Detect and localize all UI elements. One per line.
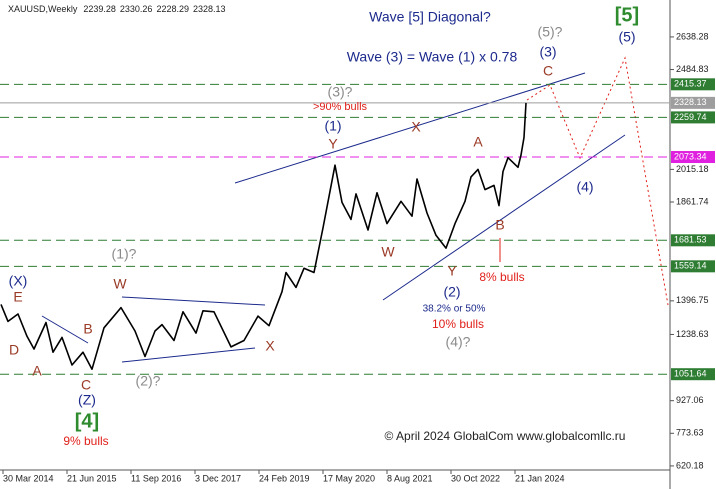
price-level-box <box>671 96 715 109</box>
price-level-label: 2073.34 <box>674 151 707 161</box>
trendline <box>234 72 586 184</box>
wave-label: (2) <box>443 284 460 300</box>
trendline <box>41 315 89 344</box>
wave-label: 38.2% or 50% <box>423 304 486 315</box>
wave-label: (2)? <box>136 373 161 389</box>
wave-label: (3)? <box>328 84 353 100</box>
y-tick-label: 773.63 <box>676 428 704 438</box>
wave-label: (1)? <box>112 246 137 262</box>
x-tick-label: 30 Oct 2022 <box>451 473 500 483</box>
wave-label: 10% bulls <box>432 317 484 331</box>
price-level-box <box>671 111 715 124</box>
x-tick-label: 17 May 2020 <box>323 473 375 483</box>
price-level-box <box>671 260 715 273</box>
wave-label: W <box>113 276 127 292</box>
wave-label: X <box>265 338 275 354</box>
chart-subtitle: Wave (3) = Wave (1) x 0.78 <box>347 49 518 65</box>
price-line <box>0 102 527 370</box>
price-level-box <box>671 368 715 381</box>
ohlc-high: 2330.26 <box>120 4 153 14</box>
wave-label: D <box>9 342 19 358</box>
wave-label: C <box>81 377 91 393</box>
wave-label: A <box>473 134 483 150</box>
trendline <box>121 347 256 363</box>
wave-label: [4] <box>75 410 99 432</box>
x-tick-label: 21 Jun 2015 <box>67 473 117 483</box>
price-level-box <box>671 234 715 247</box>
wave-label: 9% bulls <box>63 434 108 448</box>
wave-label: (4)? <box>446 334 471 350</box>
y-tick-label: 2015.18 <box>676 164 709 174</box>
y-tick-label: 1396.75 <box>676 295 709 305</box>
wave-label: (3) <box>539 44 556 60</box>
chart-title: Wave [5] Diagonal? <box>369 9 491 25</box>
x-tick-label: 21 Jan 2024 <box>515 473 565 483</box>
wave-label: (5) <box>618 29 635 45</box>
ohlc-close: 2328.13 <box>193 4 226 14</box>
price-level-label: 2259.74 <box>674 112 707 122</box>
wave-label: [5] <box>615 4 639 26</box>
x-tick-label: 30 Mar 2014 <box>3 473 54 483</box>
trendlines <box>41 72 626 363</box>
wave-label: (5)? <box>538 24 563 40</box>
trendline <box>382 134 626 301</box>
price-level-label: 1051.64 <box>674 369 707 379</box>
price-level-label: 1681.53 <box>674 235 707 245</box>
wave-label: 8% bulls <box>479 270 524 284</box>
x-tick-label: 3 Dec 2017 <box>195 473 241 483</box>
wave-label: B <box>495 217 504 233</box>
wave-label: (1) <box>324 118 341 134</box>
y-tick-label: 2638.28 <box>676 31 709 41</box>
wave-label: (Z) <box>78 392 96 408</box>
wave-label: A <box>32 363 42 379</box>
price-level-label: 1559.14 <box>674 261 707 271</box>
wave-label: X <box>411 119 421 135</box>
price-level-label: 2328.13 <box>674 97 707 107</box>
y-tick-label: 620.18 <box>676 460 704 470</box>
wave-label: C <box>543 63 553 79</box>
y-tick-label: 1861.74 <box>676 196 709 206</box>
symbol: XAUUSD,Weekly <box>8 4 78 14</box>
wave-label: >90% bulls <box>313 101 368 113</box>
wave-label: B <box>83 321 92 337</box>
y-tick-label: 927.06 <box>676 395 704 405</box>
price-level-label: 2415.37 <box>674 79 707 89</box>
ohlc-low: 2228.29 <box>156 4 189 14</box>
wave-label: W <box>381 244 395 260</box>
wave-label: Y <box>328 136 338 152</box>
x-tick-label: 24 Feb 2019 <box>259 473 310 483</box>
trendline <box>121 296 266 306</box>
wave-label: (X) <box>9 273 28 289</box>
price-level-box <box>671 78 715 91</box>
wave-label: (4) <box>576 179 593 195</box>
x-tick-label: 8 Aug 2021 <box>387 473 433 483</box>
wave-label: Y <box>447 263 457 279</box>
chart-header: XAUUSD,Weekly 2239.28 2330.26 2228.29 2328.1… <box>8 4 226 14</box>
price-level-box <box>671 151 715 164</box>
ohlc-open: 2239.28 <box>83 4 116 14</box>
x-tick-label: 11 Sep 2016 <box>131 473 181 483</box>
y-tick-label: 2484.83 <box>676 64 709 74</box>
forecast-path <box>526 56 669 306</box>
copyright: © April 2024 GlobalCom www.globalcomllc.… <box>385 429 626 443</box>
wave-label: E <box>13 289 22 305</box>
y-tick-label: 1238.63 <box>676 329 709 339</box>
